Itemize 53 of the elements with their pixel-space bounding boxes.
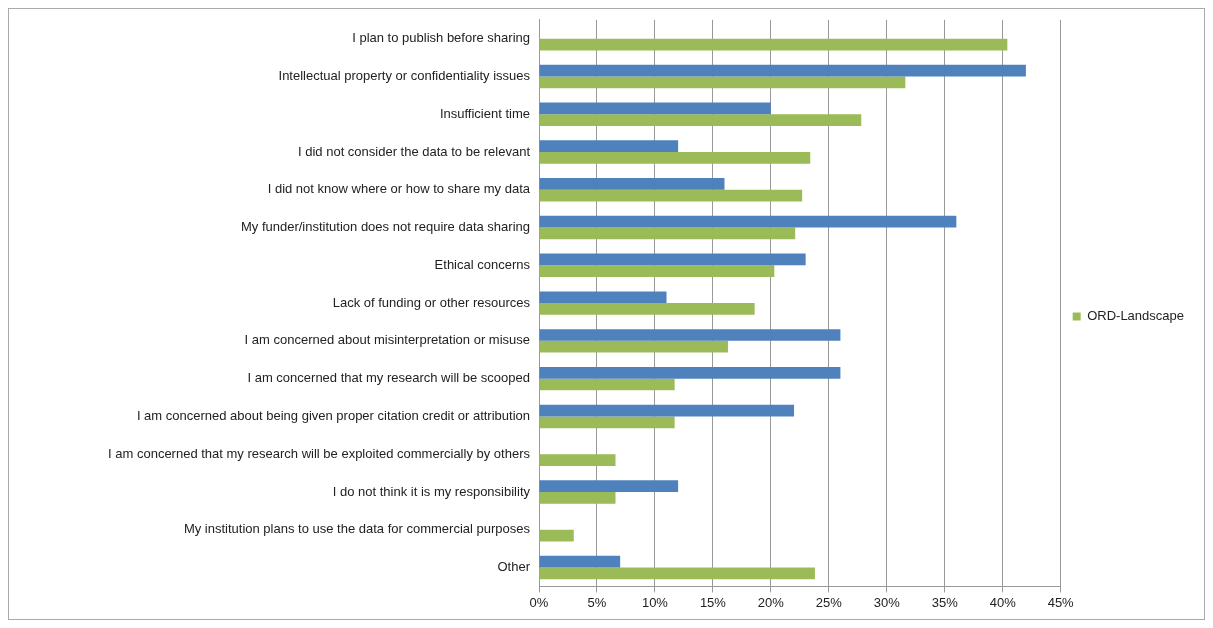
bar <box>539 480 679 492</box>
y-tick-label: Insufficient time <box>439 105 530 121</box>
x-tick-label: 0% <box>529 594 549 610</box>
legend-label: ORD-Landscape <box>1087 308 1184 324</box>
y-tick-label: I am concerned that my research will be exploited commercially by others <box>108 445 531 461</box>
bar <box>539 38 1008 51</box>
y-tick-label: I am concerned about misinterpretation or misuse <box>244 332 530 348</box>
bar <box>539 140 679 153</box>
x-tick-label: 15% <box>699 594 727 610</box>
bar <box>539 491 616 504</box>
y-tick-label: My institution plans to use the data for commercial purposes <box>183 521 531 537</box>
x-tick-label: 35% <box>931 594 959 610</box>
x-tick-label: 5% <box>587 594 607 610</box>
bar <box>539 567 815 580</box>
bar <box>539 366 841 379</box>
x-tick-label: 40% <box>989 594 1017 610</box>
bar <box>539 303 755 315</box>
bar <box>539 114 862 126</box>
y-tick-label: Ethical concerns <box>434 256 531 272</box>
y-tick-label: Other <box>497 559 531 575</box>
y-tick-label: I am concerned about being given proper citation credit or attribution <box>136 408 530 423</box>
bar <box>539 265 775 278</box>
y-tick-label: I plan to publish before sharing <box>352 30 530 46</box>
bar <box>539 404 795 417</box>
x-tick-label: 30% <box>873 594 901 610</box>
bar <box>539 329 841 341</box>
y-tick-label: I did not know where or how to share my data <box>267 181 531 197</box>
bar <box>539 102 771 115</box>
x-tick-label: 20% <box>757 594 785 610</box>
bar <box>539 555 621 568</box>
y-tick-label: Lack of funding or other resources <box>332 294 531 310</box>
x-tick-label: 45% <box>1047 594 1075 610</box>
y-tick-label: I did not consider the data to be relevant <box>298 143 531 159</box>
y-tick-label: I am concerned that my research will be scooped <box>247 370 530 386</box>
bar <box>539 227 796 240</box>
bar <box>539 253 806 266</box>
bar <box>539 152 811 164</box>
y-tick-label: Intellectual property or confidentiality issues <box>278 68 531 84</box>
bar <box>539 64 1026 77</box>
bar <box>539 529 574 542</box>
bar <box>539 189 803 202</box>
bar <box>539 178 725 190</box>
y-tick-label: I do not think it is my responsibility <box>332 483 531 499</box>
bar <box>539 454 616 466</box>
x-tick-label: 10% <box>641 594 669 610</box>
x-tick-label: 25% <box>815 594 843 610</box>
bar <box>539 378 675 391</box>
bar <box>539 215 957 228</box>
bar <box>539 340 728 353</box>
bar <box>539 291 667 304</box>
bar <box>539 76 906 89</box>
bar <box>539 416 675 429</box>
y-tick-label: My funder/institution does not require data sharing <box>240 219 530 235</box>
